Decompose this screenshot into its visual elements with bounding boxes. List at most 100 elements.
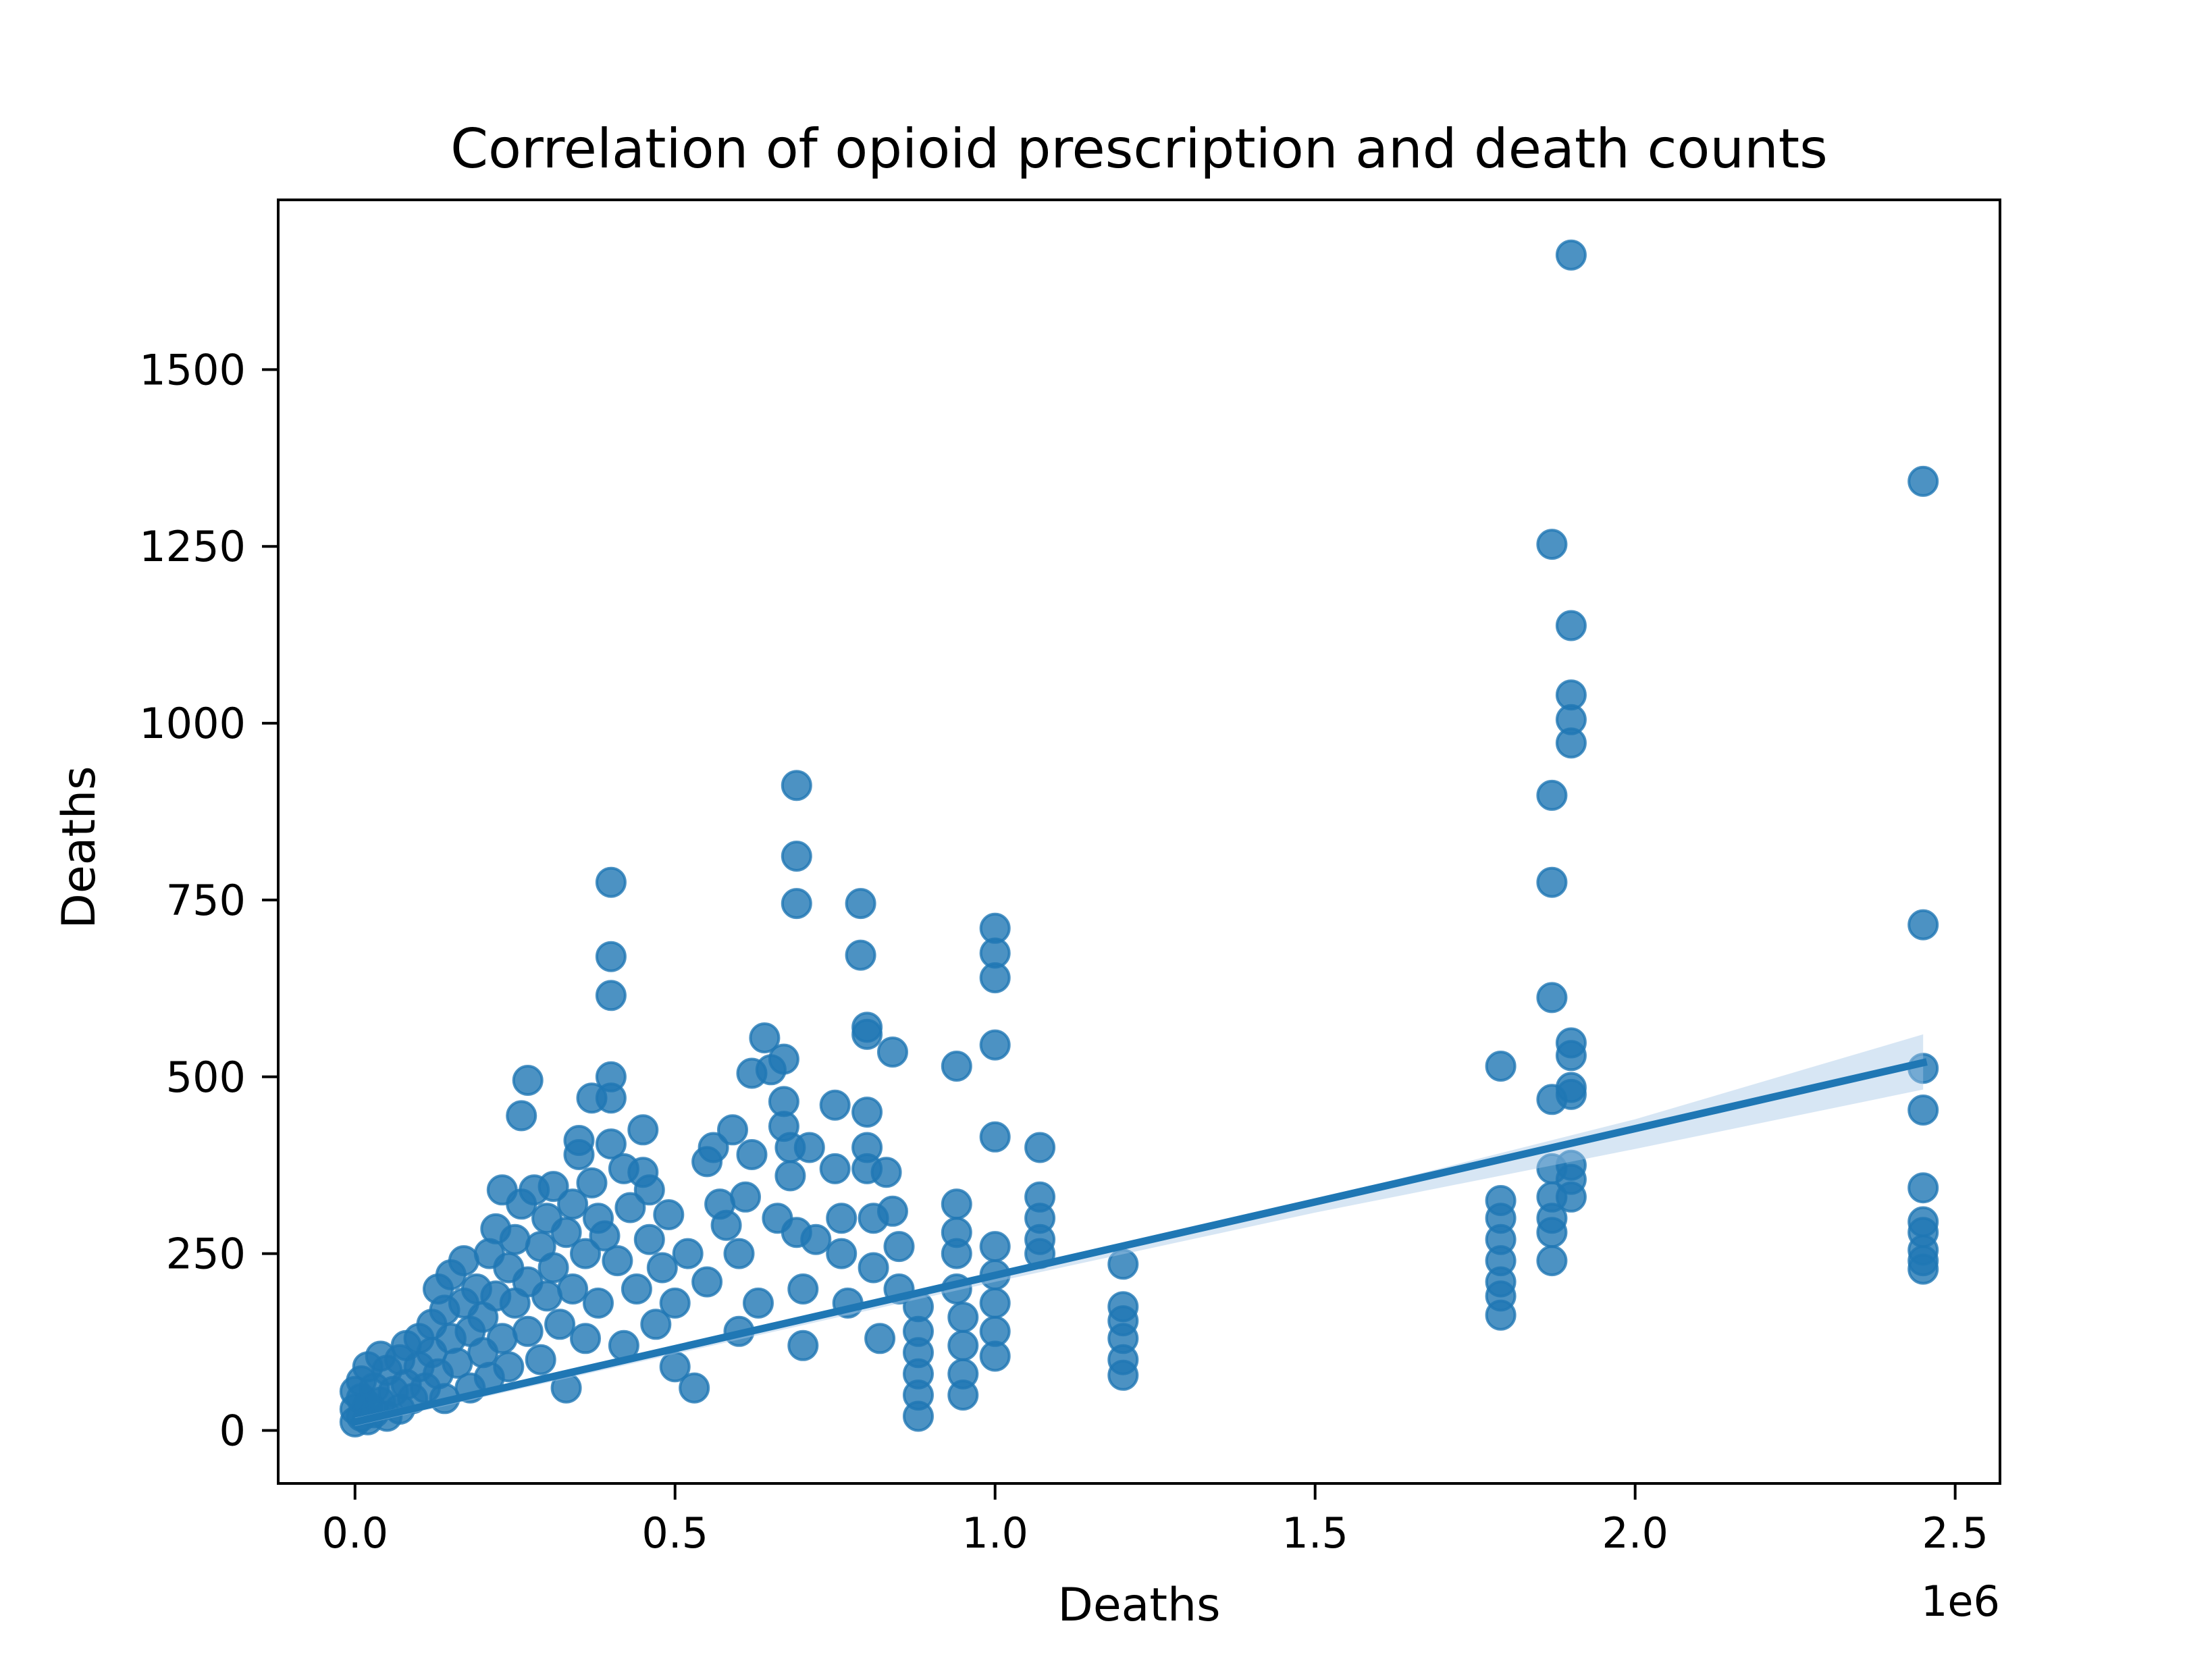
data-point [544, 1309, 576, 1340]
data-point [877, 1195, 908, 1227]
data-point [525, 1344, 556, 1375]
data-point [781, 770, 812, 801]
data-point [1536, 1245, 1568, 1277]
data-point [679, 1372, 710, 1404]
data-point [570, 1323, 601, 1354]
data-point [563, 1125, 595, 1156]
data-point [602, 1245, 633, 1277]
x-tick-label: 2.0 [1602, 1508, 1668, 1558]
data-point [486, 1323, 518, 1354]
data-point [768, 1043, 799, 1075]
data-point [659, 1287, 691, 1319]
data-point [845, 939, 876, 971]
data-point [710, 1209, 742, 1241]
data-point [633, 1174, 665, 1206]
data-point [1555, 1181, 1587, 1213]
y-tick-label: 0 [219, 1406, 246, 1455]
data-point [851, 1018, 883, 1050]
data-point [749, 1022, 781, 1054]
data-point [557, 1188, 589, 1220]
x-tick-label: 0.0 [321, 1508, 388, 1558]
regression-line [350, 1058, 1928, 1427]
data-point [537, 1252, 569, 1284]
data-point [979, 1121, 1011, 1153]
data-point [633, 1223, 665, 1255]
data-point [870, 1157, 902, 1188]
data-point [1107, 1359, 1139, 1391]
y-tick-label: 750 [166, 876, 246, 925]
data-point [448, 1245, 479, 1277]
data-point [826, 1203, 858, 1234]
data-point [640, 1309, 672, 1340]
data-point [723, 1238, 755, 1269]
data-point [570, 1238, 601, 1269]
data-point [1536, 529, 1568, 560]
data-point [589, 1220, 621, 1252]
data-point [1107, 1248, 1139, 1280]
data-point [743, 1287, 774, 1319]
data-point [819, 1153, 851, 1184]
data-point [781, 888, 812, 920]
data-point [819, 1089, 851, 1121]
data-point [793, 1132, 825, 1163]
data-point [621, 1273, 652, 1305]
plot-area [339, 239, 1939, 1438]
data-point [1555, 1078, 1587, 1110]
data-point [691, 1266, 723, 1298]
data-point [947, 1301, 979, 1333]
data-point [1907, 1095, 1939, 1126]
data-point [614, 1192, 646, 1223]
data-point [979, 1340, 1011, 1372]
y-tick-label: 1500 [139, 345, 246, 394]
y-tick-label: 1000 [139, 699, 246, 748]
plot-frame [277, 199, 2001, 1485]
data-point [672, 1238, 704, 1269]
data-point [864, 1323, 896, 1354]
data-point [493, 1351, 525, 1383]
data-point [1555, 239, 1587, 271]
y-tick-label: 500 [166, 1053, 246, 1102]
x-tick-label: 0.5 [641, 1508, 708, 1558]
data-point [774, 1160, 806, 1192]
data-point [1536, 866, 1568, 898]
data-point [787, 1273, 819, 1305]
data-point [947, 1329, 979, 1361]
chart-title: Correlation of opioid prescription and d… [450, 117, 1828, 180]
x-axis-offset-label: 1e6 [1921, 1577, 2000, 1626]
data-point [595, 866, 627, 898]
data-point [1555, 727, 1587, 759]
data-point [442, 1347, 473, 1379]
data-point [627, 1114, 659, 1146]
data-point [1485, 1051, 1517, 1082]
data-point [1536, 1217, 1568, 1248]
data-point [947, 1379, 979, 1411]
y-tick-label: 1250 [139, 522, 246, 571]
data-point [583, 1287, 614, 1319]
data-point [1907, 909, 1939, 941]
data-point [595, 1128, 627, 1160]
data-point [877, 1036, 908, 1068]
data-point [736, 1139, 768, 1170]
data-point [903, 1400, 934, 1432]
data-point [800, 1223, 832, 1255]
data-point [1555, 610, 1587, 641]
data-point [1536, 982, 1568, 1013]
data-point [730, 1181, 761, 1213]
data-point [659, 1351, 691, 1383]
data-point [1907, 1172, 1939, 1204]
data-point [531, 1280, 563, 1312]
data-point [1024, 1132, 1056, 1163]
data-point [697, 1132, 729, 1163]
data-point [717, 1114, 748, 1146]
data-point [595, 1082, 627, 1114]
data-point [1485, 1299, 1517, 1331]
data-point [595, 980, 627, 1011]
data-point [512, 1065, 544, 1096]
data-point [851, 1097, 883, 1128]
data-point [979, 1029, 1011, 1061]
data-point [653, 1199, 685, 1230]
y-tick-label: 250 [166, 1230, 246, 1279]
data-point [781, 841, 812, 872]
